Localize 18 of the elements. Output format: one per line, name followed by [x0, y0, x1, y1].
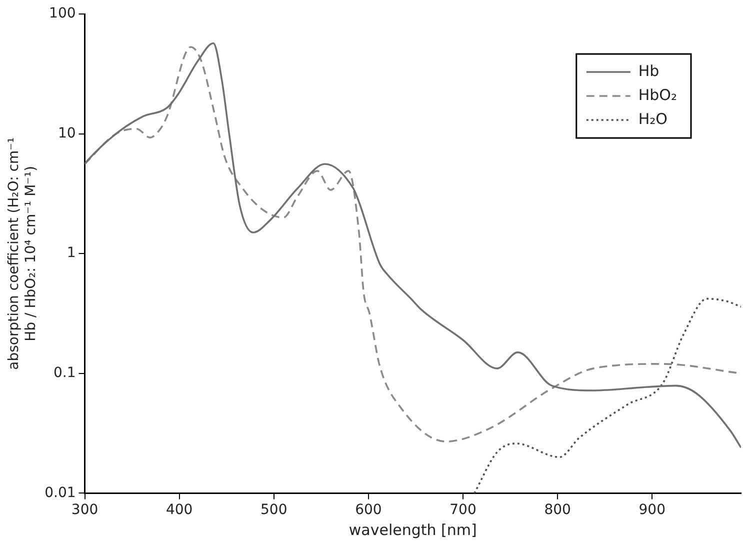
y-tick-label: 10: [58, 125, 76, 142]
legend-label: HbO₂: [638, 86, 678, 104]
x-tick-label: 500: [260, 502, 288, 518]
x-tick-label: 800: [544, 502, 571, 518]
y-tick-label: 1: [66, 245, 76, 262]
y-axis-title: absorption coefficient (H₂O: cm⁻¹ Hb / HbO₂: 10⁴ cm⁻¹ M⁻¹): [6, 137, 39, 370]
y-tick-label: 100: [49, 6, 76, 22]
legend-label: H₂O: [638, 110, 668, 128]
y-tick-label: 0.1: [54, 365, 76, 382]
x-tick-label: 400: [166, 502, 193, 518]
x-tick-label: 700: [450, 502, 476, 518]
x-axis-title: wavelength [nm]: [348, 520, 477, 539]
y-tick-label: 0.01: [44, 484, 76, 501]
x-tick-label: 900: [638, 502, 666, 518]
x-tick-label: 300: [71, 502, 98, 518]
legend-label: Hb: [638, 62, 660, 80]
line-series: [473, 298, 741, 494]
x-tick-label: 600: [355, 502, 382, 518]
